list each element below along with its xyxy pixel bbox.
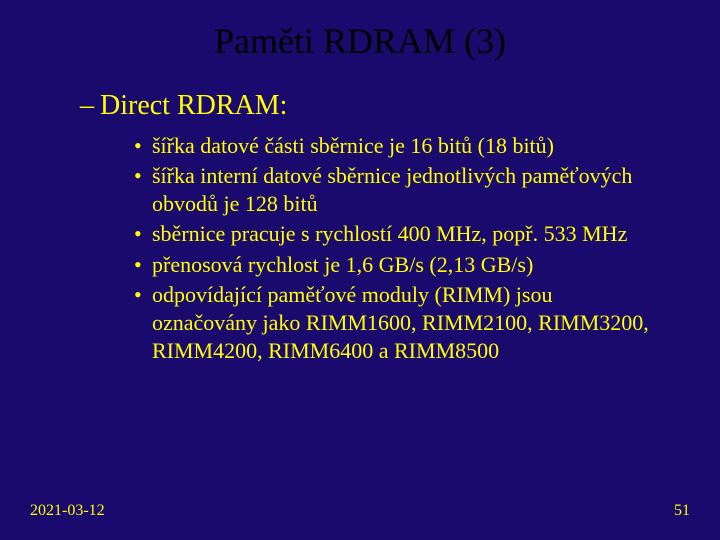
bullet-marker: • bbox=[134, 281, 152, 365]
bullet-text: přenosová rychlost je 1,6 GB/s (2,13 GB/… bbox=[152, 251, 660, 279]
bullet-item: • šířka interní datové sběrnice jednotli… bbox=[134, 162, 660, 218]
bullet-marker: • bbox=[134, 251, 152, 279]
footer-date: 2021-03-12 bbox=[30, 502, 105, 520]
bullet-text: šířka interní datové sběrnice jednotlivý… bbox=[152, 162, 660, 218]
slide: Paměti RDRAM (3) –Direct RDRAM: • šířka … bbox=[0, 0, 720, 540]
level1-item: –Direct RDRAM: bbox=[80, 90, 660, 122]
dash-marker: – bbox=[80, 90, 100, 122]
bullet-text: sběrnice pracuje s rychlostí 400 MHz, po… bbox=[152, 220, 660, 248]
bullet-text: šířka datové části sběrnice je 16 bitů (… bbox=[152, 132, 660, 160]
bullet-list: • šířka datové části sběrnice je 16 bitů… bbox=[134, 132, 660, 365]
footer: 2021-03-12 51 bbox=[30, 502, 690, 520]
bullet-item: • odpovídající paměťové moduly (RIMM) js… bbox=[134, 281, 660, 365]
bullet-text: odpovídající paměťové moduly (RIMM) jsou… bbox=[152, 281, 660, 365]
bullet-marker: • bbox=[134, 132, 152, 160]
slide-title: Paměti RDRAM (3) bbox=[60, 20, 660, 62]
bullet-item: • sběrnice pracuje s rychlostí 400 MHz, … bbox=[134, 220, 660, 248]
level1-text: Direct RDRAM: bbox=[100, 90, 287, 121]
bullet-item: • přenosová rychlost je 1,6 GB/s (2,13 G… bbox=[134, 251, 660, 279]
bullet-item: • šířka datové části sběrnice je 16 bitů… bbox=[134, 132, 660, 160]
bullet-marker: • bbox=[134, 220, 152, 248]
bullet-marker: • bbox=[134, 162, 152, 218]
footer-page: 51 bbox=[674, 502, 690, 520]
